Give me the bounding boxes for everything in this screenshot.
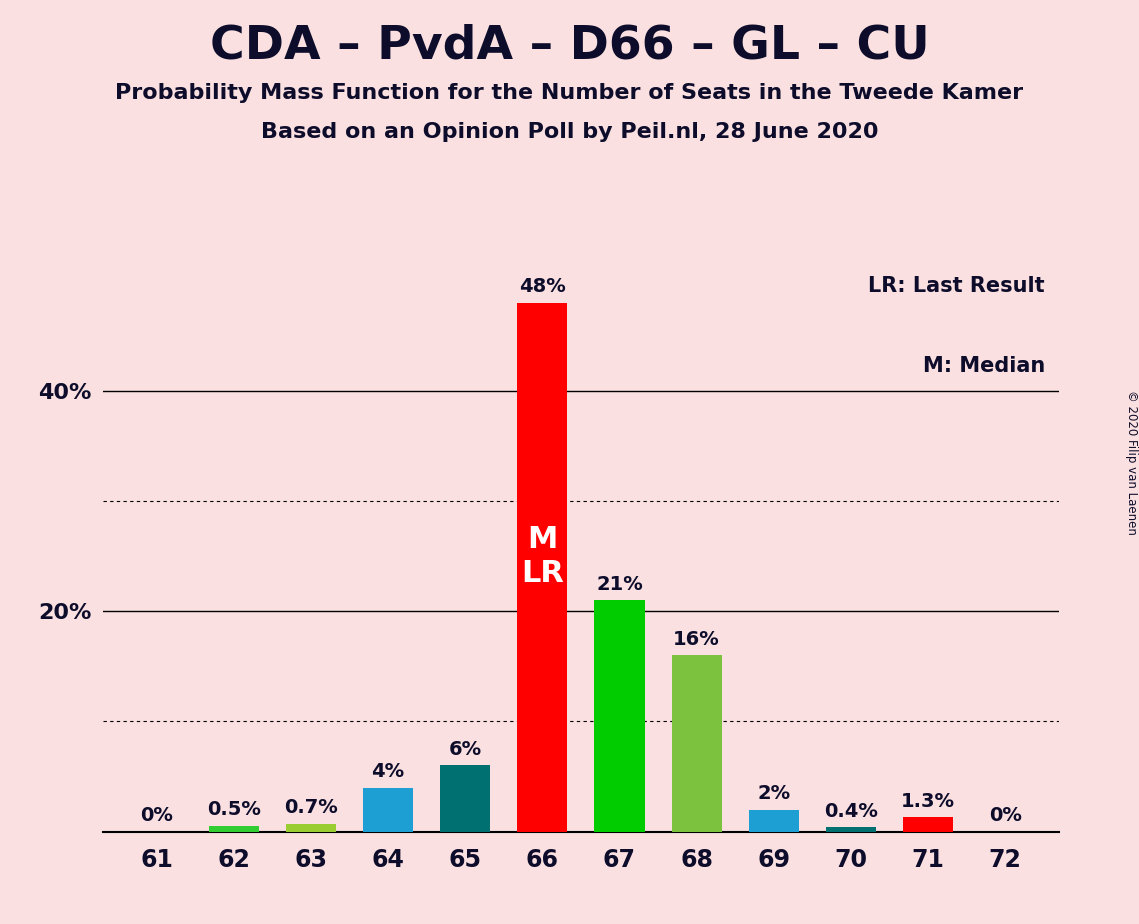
Text: LR: Last Result: LR: Last Result xyxy=(868,276,1044,296)
Text: CDA – PvdA – D66 – GL – CU: CDA – PvdA – D66 – GL – CU xyxy=(210,23,929,68)
Bar xyxy=(748,809,798,832)
Text: Probability Mass Function for the Number of Seats in the Tweede Kamer: Probability Mass Function for the Number… xyxy=(115,83,1024,103)
Text: 0%: 0% xyxy=(140,806,173,825)
Bar xyxy=(826,827,876,832)
Text: 21%: 21% xyxy=(596,575,642,593)
Text: 1.3%: 1.3% xyxy=(901,792,956,810)
Bar xyxy=(440,765,490,832)
Bar xyxy=(286,824,336,832)
Text: 16%: 16% xyxy=(673,630,720,649)
Text: © 2020 Filip van Laenen: © 2020 Filip van Laenen xyxy=(1124,390,1138,534)
Text: M: Median: M: Median xyxy=(923,356,1044,376)
Bar xyxy=(903,817,953,832)
Text: 2%: 2% xyxy=(757,784,790,803)
Bar xyxy=(208,826,259,832)
Text: 0.4%: 0.4% xyxy=(823,802,878,821)
Bar xyxy=(595,601,645,832)
Text: 4%: 4% xyxy=(371,762,404,781)
Text: 6%: 6% xyxy=(449,740,482,759)
Text: M
LR: M LR xyxy=(521,526,564,588)
Text: 0.7%: 0.7% xyxy=(284,798,337,817)
Text: 48%: 48% xyxy=(519,277,566,297)
Bar xyxy=(517,303,567,832)
Text: 0.5%: 0.5% xyxy=(207,800,261,820)
Text: Based on an Opinion Poll by Peil.nl, 28 June 2020: Based on an Opinion Poll by Peil.nl, 28 … xyxy=(261,122,878,142)
Bar xyxy=(672,655,722,832)
Bar xyxy=(363,787,413,832)
Text: 0%: 0% xyxy=(989,806,1022,825)
